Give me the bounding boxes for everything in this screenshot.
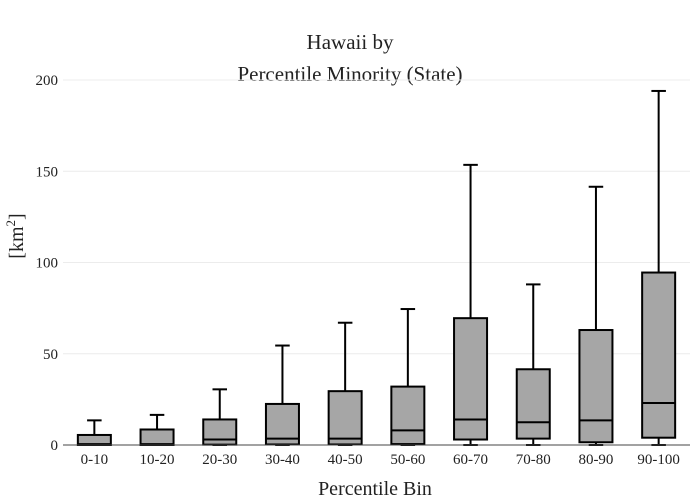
x-tick-label: 0-10 xyxy=(81,452,109,468)
box-90-100 xyxy=(641,89,677,446)
chart-title: Hawaii by Percentile Minority (State) xyxy=(237,30,462,86)
x-axis-title: Percentile Bin xyxy=(318,478,432,500)
box-50-60 xyxy=(390,308,426,446)
y-tick-labels: 0 50 100 150 200 xyxy=(36,73,59,454)
x-tick-label: 50-60 xyxy=(390,452,425,468)
boxes xyxy=(76,89,677,446)
box-iqr xyxy=(327,390,363,446)
x-tick-label: 40-50 xyxy=(328,452,363,468)
y-tick-label: 150 xyxy=(36,164,59,180)
box-iqr xyxy=(390,385,426,446)
box-iqr xyxy=(453,317,489,441)
y-axis-title-superscript: 2 xyxy=(3,220,18,227)
y-axis-title-base: [km xyxy=(6,226,28,259)
x-tick-label: 20-30 xyxy=(202,452,237,468)
y-tick-label: 200 xyxy=(36,73,59,89)
box-iqr xyxy=(139,428,175,446)
chart-title-line-2: Percentile Minority (State) xyxy=(237,62,462,86)
x-tick-label: 70-80 xyxy=(516,452,551,468)
box-60-70 xyxy=(453,163,489,446)
x-tick-labels: 0-10 10-20 20-30 30-40 40-50 50-60 60-70 70-80 8… xyxy=(81,452,680,468)
box-40-50 xyxy=(327,321,363,446)
x-tick-label: 60-70 xyxy=(453,452,488,468)
box-20-30 xyxy=(202,388,238,446)
box-iqr xyxy=(578,329,614,444)
box-0-10 xyxy=(76,419,112,446)
box-iqr xyxy=(202,418,238,446)
box-10-20 xyxy=(139,413,175,446)
y-tick-label: 100 xyxy=(36,256,59,272)
box-iqr xyxy=(515,368,551,440)
box-80-90 xyxy=(578,185,614,446)
box-iqr xyxy=(641,271,677,439)
x-tick-label: 80-90 xyxy=(578,452,613,468)
x-tick-label: 90-100 xyxy=(637,452,680,468)
box-30-40 xyxy=(264,344,300,446)
y-tick-label: 0 xyxy=(51,438,59,454)
box-70-80 xyxy=(515,283,551,446)
y-axis-title-end: ] xyxy=(6,213,28,220)
y-tick-label: 50 xyxy=(43,347,58,363)
y-axis-title: [km2] xyxy=(3,213,28,258)
x-tick-label: 10-20 xyxy=(140,452,175,468)
x-tick-label: 30-40 xyxy=(265,452,300,468)
chart-title-line-1: Hawaii by xyxy=(307,30,394,54)
